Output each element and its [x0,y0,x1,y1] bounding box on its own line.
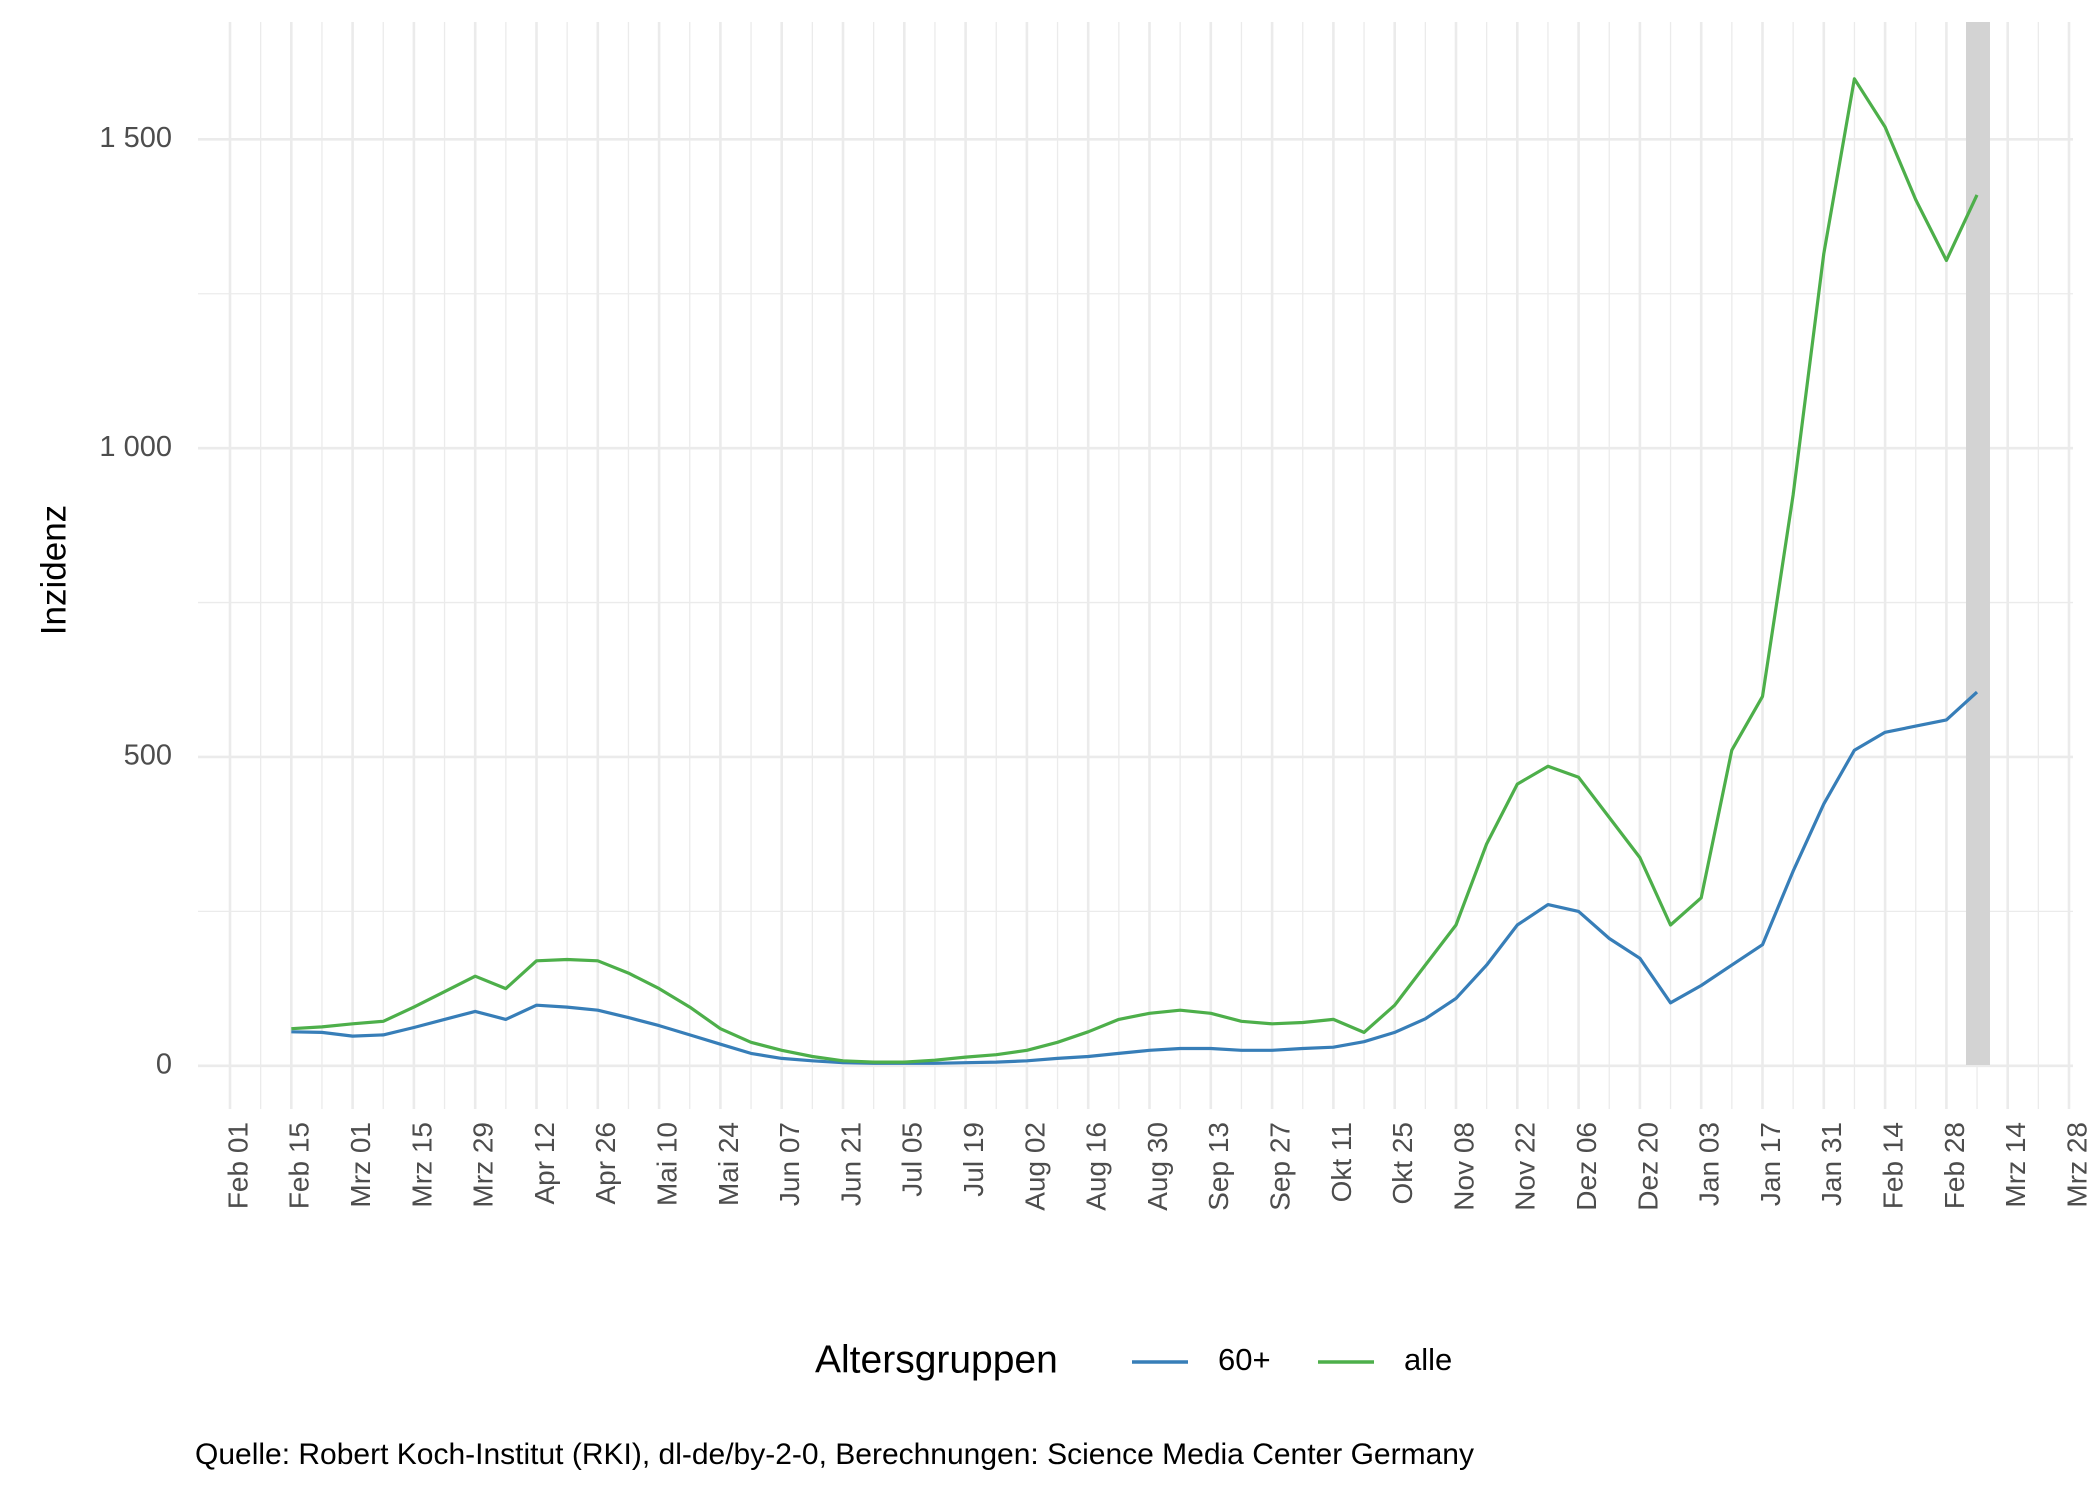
x-tick-label: Apr 12 [529,1122,560,1205]
legend-label: alle [1404,1342,1452,1377]
x-tick-label: Dez 06 [1571,1122,1602,1211]
x-tick-label: Feb 01 [222,1122,253,1209]
x-tick-label: Sep 13 [1203,1122,1234,1211]
x-tick-label: Nov 08 [1448,1122,1479,1211]
plot [291,77,1979,1065]
y-tick-label: 1 000 [99,431,172,463]
highlight-band [1966,22,1990,1065]
x-tick-label: Sep 27 [1264,1122,1295,1211]
x-tick-label: Feb 28 [1939,1122,1970,1209]
x-tick-label: Okt 25 [1387,1122,1418,1204]
x-tick-label: Apr 26 [590,1122,621,1205]
x-tick-label: Jan 03 [1694,1122,1725,1206]
x-tick-label: Aug 16 [1081,1122,1112,1211]
y-tick-label: 500 [124,740,172,772]
x-tick-label: Mrz 29 [468,1122,499,1208]
x-tick-label: Mrz 28 [2061,1122,2092,1208]
x-tick-label: Mrz 15 [406,1122,437,1208]
x-tick-label: Nov 22 [1510,1122,1541,1211]
x-tick-label: Feb 15 [284,1122,315,1209]
y-axis-title: Inzidenz [34,505,73,635]
legend: 60+ alle [1132,1342,1452,1377]
y-tick-label: 1 500 [99,122,172,154]
x-tick-label: Dez 20 [1632,1122,1663,1211]
y-tick-label: 0 [156,1048,172,1080]
series-line [291,77,1979,1064]
x-tick-label: Jun 21 [835,1122,866,1206]
x-tick-label: Mrz 01 [345,1122,376,1208]
x-tick-label: Mrz 14 [2000,1122,2031,1208]
x-tick-label: Feb 14 [1877,1122,1908,1209]
x-tick-label: Aug 30 [1142,1122,1173,1211]
x-tick-label: Mai 24 [713,1122,744,1206]
series-line [291,690,1979,1065]
x-tick-label: Jul 05 [897,1122,928,1197]
legend-label: 60+ [1218,1342,1271,1377]
x-tick-label: Aug 02 [1019,1122,1050,1211]
x-tick-label: Mai 10 [651,1122,682,1206]
x-tick-label: Jan 31 [1816,1122,1847,1206]
caption: Quelle: Robert Koch-Institut (RKI), dl-d… [195,1438,1474,1471]
legend-title: Altersgruppen [815,1338,1058,1381]
x-tick-label: Jul 19 [958,1122,989,1197]
grid [198,22,2073,1109]
x-tick-label: Jan 17 [1755,1122,1786,1206]
x-tick-label: Okt 11 [1326,1122,1357,1202]
x-tick-label: Jun 07 [774,1122,805,1206]
